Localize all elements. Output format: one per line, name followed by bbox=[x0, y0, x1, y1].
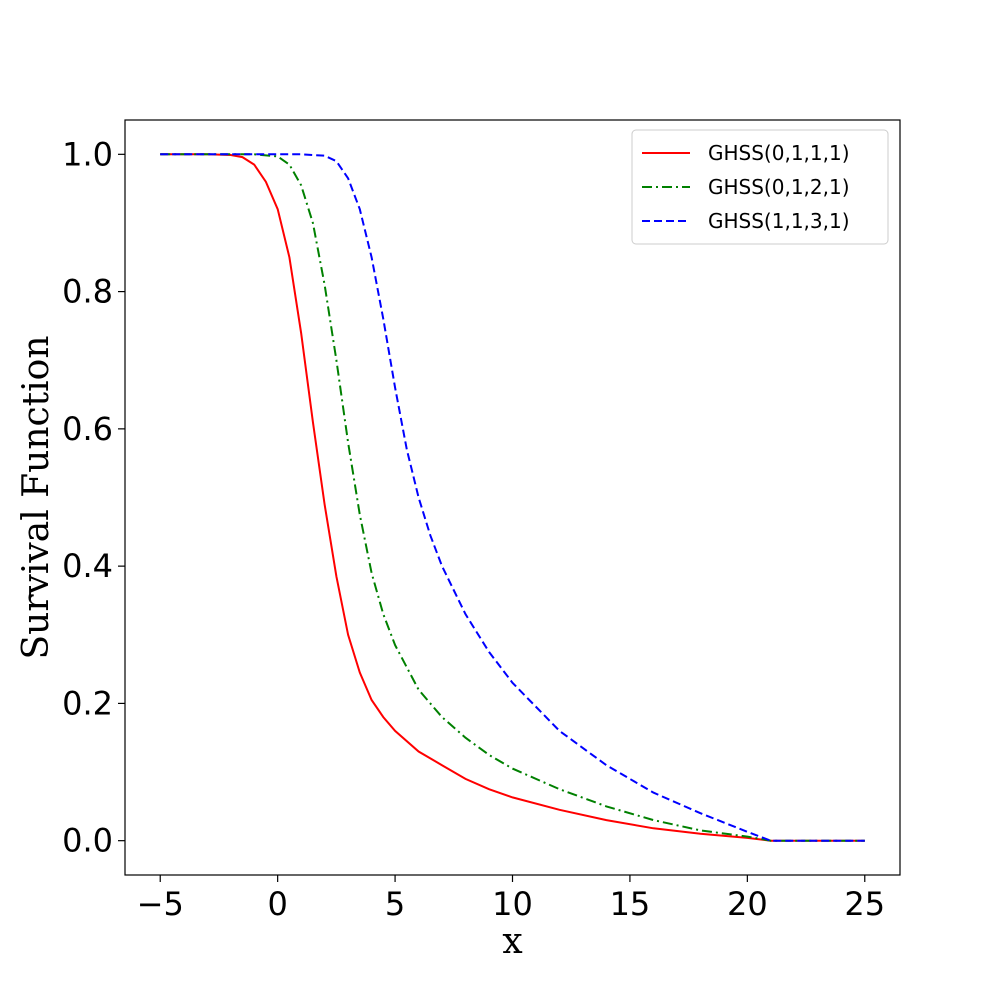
series-layer bbox=[160, 153, 865, 842]
y-tick-label: 0.6 bbox=[62, 410, 113, 448]
x-tick-label: 15 bbox=[610, 885, 651, 923]
y-tick-label: 1.0 bbox=[62, 135, 113, 173]
series-line-3 bbox=[160, 153, 865, 842]
legend-box bbox=[631, 129, 889, 245]
x-tick-label: 20 bbox=[727, 885, 768, 923]
series-line-2 bbox=[160, 153, 865, 842]
series-line-1 bbox=[160, 153, 865, 842]
y-tick-label: 0.0 bbox=[62, 822, 113, 860]
legend-label-3: GHSS(1,1,3,1) bbox=[708, 209, 850, 233]
legend-label-1: GHSS(0,1,1,1) bbox=[708, 141, 850, 165]
y-axis-label: Survival Function bbox=[16, 335, 57, 659]
x-tick-label: 0 bbox=[267, 885, 287, 923]
legend-label-2: GHSS(0,1,2,1) bbox=[708, 175, 850, 199]
x-axis: −5 0 5 10 15 20 25 bbox=[137, 875, 885, 923]
x-tick-label: −5 bbox=[137, 885, 184, 923]
y-tick-label: 0.8 bbox=[62, 273, 113, 311]
y-axis: 0.0 0.2 0.4 0.6 0.8 1.0 bbox=[62, 135, 125, 860]
x-axis-label: x bbox=[502, 921, 522, 962]
y-tick-label: 0.2 bbox=[62, 684, 113, 722]
x-tick-label: 10 bbox=[492, 885, 533, 923]
y-tick-label: 0.4 bbox=[62, 547, 113, 585]
legend: GHSS(0,1,1,1) GHSS(0,1,2,1) GHSS(1,1,3,1) bbox=[631, 129, 889, 245]
x-tick-label: 5 bbox=[385, 885, 405, 923]
x-tick-label: 25 bbox=[844, 885, 885, 923]
